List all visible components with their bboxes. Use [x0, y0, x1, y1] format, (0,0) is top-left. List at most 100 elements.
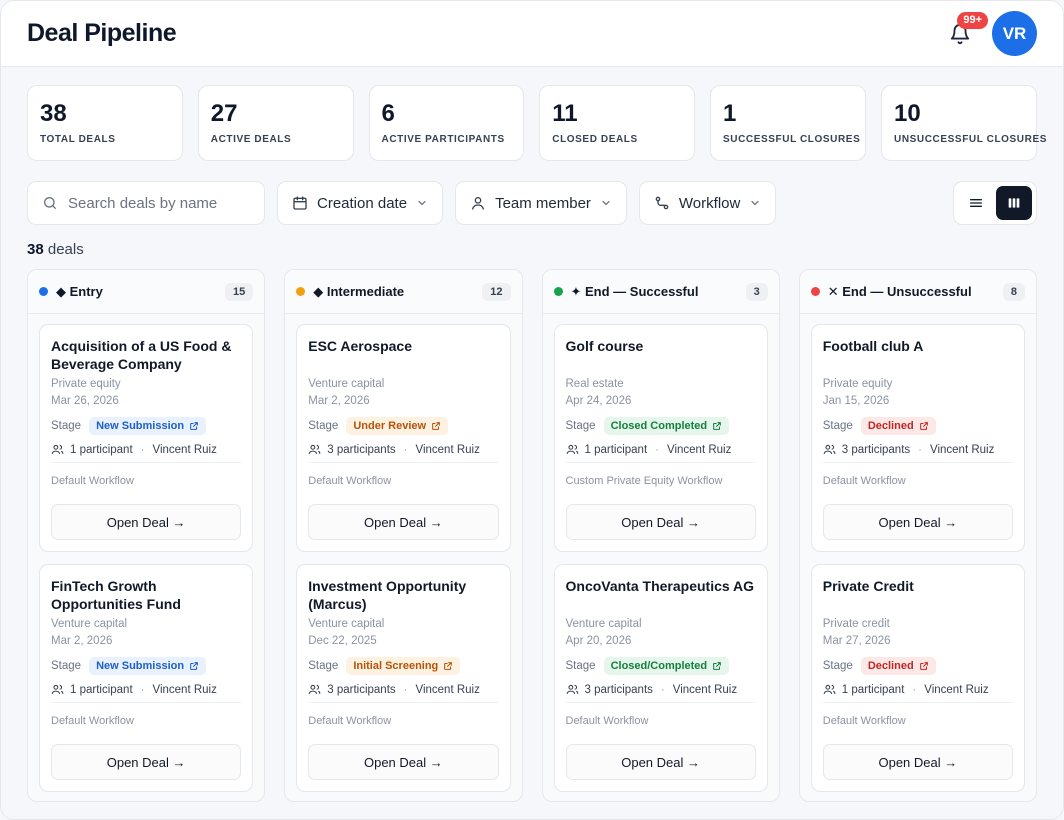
stat-label: ACTIVE DEALS	[210, 134, 292, 145]
stat-card-closed-deals: 11 CLOSED DEALS	[539, 85, 695, 161]
open-deal-button[interactable]: Open Deal →	[308, 744, 499, 780]
open-deal-button[interactable]: Open Deal →	[51, 504, 242, 540]
stage-row: Stage Closed Completed	[566, 415, 756, 437]
column-end-unsuccessful: ✕ End — Unsuccessful 8 Football club A P…	[798, 269, 1037, 802]
participant-count: 1 participant	[841, 683, 905, 696]
deal-date: Apr 20, 2026	[565, 635, 632, 647]
deal-owner: Vincent Ruiz	[152, 443, 217, 456]
stage-label: Stage	[51, 420, 82, 432]
participant-count: 1 participant	[584, 443, 648, 456]
deal-owner: Vincent Ruiz	[415, 443, 480, 456]
stat-card-active-deals: 27 ACTIVE DEALS	[197, 85, 354, 161]
deal-card: ESC Aerospace Venture capital Mar 2, 202…	[296, 324, 511, 552]
deal-card: Private Credit Private credit Mar 27, 20…	[810, 564, 1025, 792]
separator-dot: ·	[140, 443, 145, 456]
stage-text: New Submission	[96, 660, 185, 672]
deal-date: Apr 24, 2026	[565, 395, 632, 407]
external-link-icon	[919, 662, 928, 670]
list-view-button[interactable]	[958, 186, 994, 220]
workflow-name: Default Workflow	[308, 475, 392, 487]
stat-value: 27	[210, 100, 238, 127]
status-dot	[810, 287, 820, 296]
deal-owner: Vincent Ruiz	[152, 683, 217, 696]
stage-badge[interactable]: Declined	[860, 417, 936, 435]
deal-card: Acquisition of a US Food & Beverage Comp…	[39, 324, 254, 552]
workflow-filter[interactable]: Workflow	[638, 181, 777, 225]
stat-card-total-deals: 38 TOTAL DEALS	[27, 85, 183, 161]
open-deal-button[interactable]: Open Deal →	[822, 744, 1013, 780]
team-member-filter[interactable]: Team member	[455, 181, 627, 225]
search-box[interactable]	[27, 181, 265, 225]
stage-badge[interactable]: Closed Completed	[603, 417, 730, 435]
stage-row: Stage New Submission	[51, 415, 241, 437]
stat-card-successful-closures: 1 SUCCESSFUL CLOSURES	[710, 85, 866, 161]
deal-owner: Vincent Ruiz	[930, 443, 995, 456]
separator-dot: ·	[140, 683, 145, 696]
participant-count: 3 participants	[841, 443, 911, 456]
users-icon	[566, 684, 578, 694]
card-list: Football club A Private equity Jan 15, 2…	[800, 314, 1036, 801]
view-toggle	[953, 181, 1037, 225]
deal-date: Jan 15, 2026	[822, 395, 890, 407]
deal-title: Private Credit	[822, 578, 914, 594]
stage-label: Stage	[822, 660, 853, 672]
open-deal-button[interactable]: Open Deal →	[51, 744, 242, 780]
participants-row: 1 participant · Vincent Ruiz	[51, 683, 242, 703]
stage-badge[interactable]: Under Review	[346, 417, 449, 435]
notifications-button[interactable]: 99+	[940, 11, 988, 54]
stage-row: Stage New Submission	[51, 655, 241, 677]
deal-owner: Vincent Ruiz	[415, 683, 480, 696]
open-deal-button[interactable]: Open Deal →	[565, 504, 756, 540]
page-title: Deal Pipeline	[27, 19, 177, 47]
open-deal-button[interactable]: Open Deal →	[822, 504, 1013, 540]
chevron-down-icon	[418, 200, 426, 206]
deal-card: FinTech Growth Opportunities Fund Ventur…	[39, 564, 254, 792]
stat-label: ACTIVE PARTICIPANTS	[381, 134, 505, 145]
participant-count: 1 participant	[70, 683, 133, 696]
creation-date-filter[interactable]: Creation date	[277, 181, 444, 225]
separator-dot: ·	[918, 443, 922, 456]
stage-badge[interactable]: New Submission	[89, 657, 207, 675]
open-deal-button[interactable]: Open Deal →	[308, 504, 499, 540]
deal-type: Venture capital	[565, 618, 642, 630]
stage-row: Stage Closed/Completed	[566, 655, 756, 677]
stage-label: Stage	[565, 660, 596, 672]
deal-title: Football club A	[822, 338, 924, 354]
stage-badge[interactable]: Initial Screening	[346, 657, 461, 675]
open-deal-button[interactable]: Open Deal →	[565, 744, 756, 780]
participants-row: 1 participant · Vincent Ruiz	[565, 443, 756, 463]
user-avatar[interactable]: VR	[992, 11, 1037, 56]
filter-bar: Creation date Team member Workflow	[1, 161, 1063, 225]
stage-text: Initial Screening	[353, 660, 439, 672]
users-icon	[51, 444, 64, 454]
card-list: ESC Aerospace Venture capital Mar 2, 202…	[285, 314, 521, 801]
creation-date-label: Creation date	[317, 194, 408, 212]
list-icon	[970, 199, 982, 207]
search-input[interactable]	[68, 194, 238, 212]
stage-label: Stage	[51, 660, 82, 672]
deal-date: Mar 2, 2026	[308, 395, 370, 407]
deal-title: Investment Opportunity (Marcus)	[308, 578, 467, 612]
deal-title: Acquisition of a US Food & Beverage Comp…	[51, 338, 232, 372]
deal-owner: Vincent Ruiz	[667, 443, 732, 456]
external-link-icon	[713, 422, 721, 430]
stat-value: 11	[552, 100, 578, 127]
workflow-icon	[655, 196, 669, 210]
stat-label: SUCCESSFUL CLOSURES	[723, 134, 861, 145]
deal-type: Private equity	[822, 378, 893, 390]
users-icon	[308, 684, 321, 694]
column-entry: ◆ Entry 15 Acquisition of a US Food & Be…	[27, 269, 266, 802]
separator-dot: ·	[403, 443, 408, 456]
external-link-icon	[190, 422, 198, 430]
external-link-icon	[444, 662, 453, 670]
board-view-button[interactable]	[996, 186, 1032, 220]
column-intermediate: ◆ Intermediate 12 ESC Aerospace Venture …	[284, 269, 523, 802]
users-icon	[308, 444, 321, 454]
stage-badge[interactable]: Closed/Completed	[603, 657, 730, 675]
participant-count: 3 participants	[584, 683, 653, 696]
separator-dot: ·	[655, 443, 659, 456]
stage-badge[interactable]: Declined	[860, 657, 936, 675]
column-header: ✕ End — Unsuccessful 8	[799, 270, 1036, 314]
column-header: ✦ End — Successful 3	[542, 270, 779, 314]
stage-badge[interactable]: New Submission	[89, 417, 207, 435]
